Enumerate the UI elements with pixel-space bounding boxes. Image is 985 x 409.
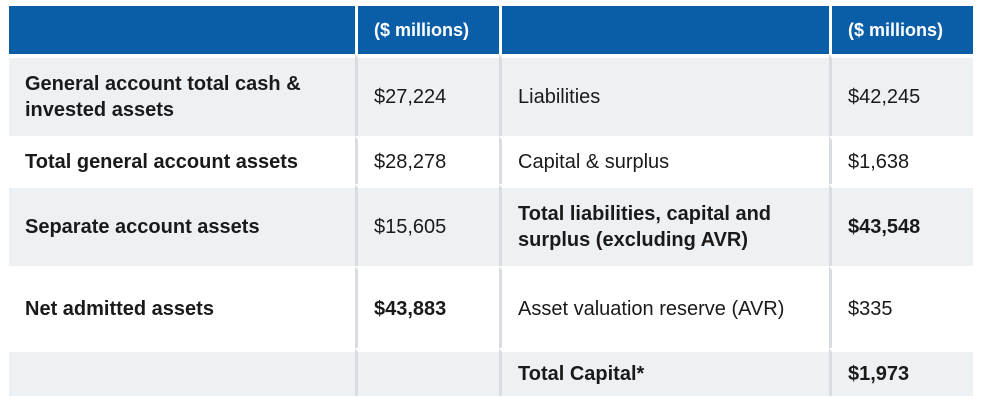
row-value-left: $27,224: [355, 54, 499, 136]
row-label-left: Separate account assets: [9, 184, 355, 266]
row-label-left: [9, 348, 355, 396]
row-value-right: $1,638: [829, 136, 973, 184]
header-assets-label: [9, 6, 355, 54]
table-row: Total Capital* $1,973: [9, 348, 973, 396]
row-label-left: Net admitted assets: [9, 266, 355, 348]
row-label-right: Total Capital*: [499, 348, 829, 396]
row-label-right: Liabilities: [499, 54, 829, 136]
row-label-right: Capital & surplus: [499, 136, 829, 184]
table-row: Net admitted assets $43,883 Asset valuat…: [9, 266, 973, 348]
row-value-left: [355, 348, 499, 396]
table-row: Separate account assets $15,605 Total li…: [9, 184, 973, 266]
header-assets-unit: ($ millions): [355, 6, 499, 54]
row-label-right: Asset valuation reserve (AVR): [499, 266, 829, 348]
row-value-right: $1,973: [829, 348, 973, 396]
row-label-right: Total liabilities, capital and surplus (…: [499, 184, 829, 266]
row-label-left: General account total cash & invested as…: [9, 54, 355, 136]
row-value-left: $28,278: [355, 136, 499, 184]
row-label-left: Total general account assets: [9, 136, 355, 184]
row-value-right: $335: [829, 266, 973, 348]
row-value-left: $15,605: [355, 184, 499, 266]
header-liabilities-label: [499, 6, 829, 54]
header-liabilities-unit: ($ millions): [829, 6, 973, 54]
financial-summary-table: ($ millions) ($ millions) General accoun…: [9, 6, 973, 396]
table-row: General account total cash & invested as…: [9, 54, 973, 136]
row-value-left: $43,883: [355, 266, 499, 348]
header-row: ($ millions) ($ millions): [9, 6, 973, 54]
table-row: Total general account assets $28,278 Cap…: [9, 136, 973, 184]
row-value-right: $43,548: [829, 184, 973, 266]
financial-table-container: ($ millions) ($ millions) General accoun…: [9, 6, 973, 396]
row-value-right: $42,245: [829, 54, 973, 136]
